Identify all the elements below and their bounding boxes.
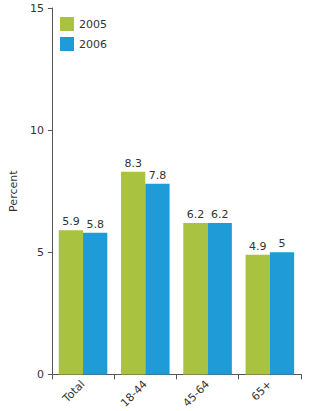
svg-text:65+: 65+	[249, 378, 275, 404]
svg-text:4.9: 4.9	[249, 240, 267, 253]
svg-text:8.3: 8.3	[124, 157, 142, 170]
svg-text:Total: Total	[60, 378, 88, 406]
svg-text:5: 5	[279, 237, 286, 250]
svg-text:5.8: 5.8	[86, 218, 104, 231]
svg-text:6.2: 6.2	[211, 208, 229, 221]
svg-text:45-64: 45-64	[180, 378, 212, 410]
svg-text:2005: 2005	[79, 18, 107, 31]
svg-text:18-44: 18-44	[118, 378, 150, 410]
svg-text:5.9: 5.9	[62, 215, 80, 228]
svg-text:2006: 2006	[79, 38, 107, 51]
svg-text:0: 0	[37, 368, 44, 381]
svg-text:5: 5	[37, 246, 44, 259]
svg-text:15: 15	[30, 2, 44, 15]
svg-text:7.8: 7.8	[149, 169, 167, 182]
svg-text:Percent: Percent	[7, 170, 20, 212]
svg-text:10: 10	[30, 124, 44, 137]
svg-text:6.2: 6.2	[187, 208, 205, 221]
